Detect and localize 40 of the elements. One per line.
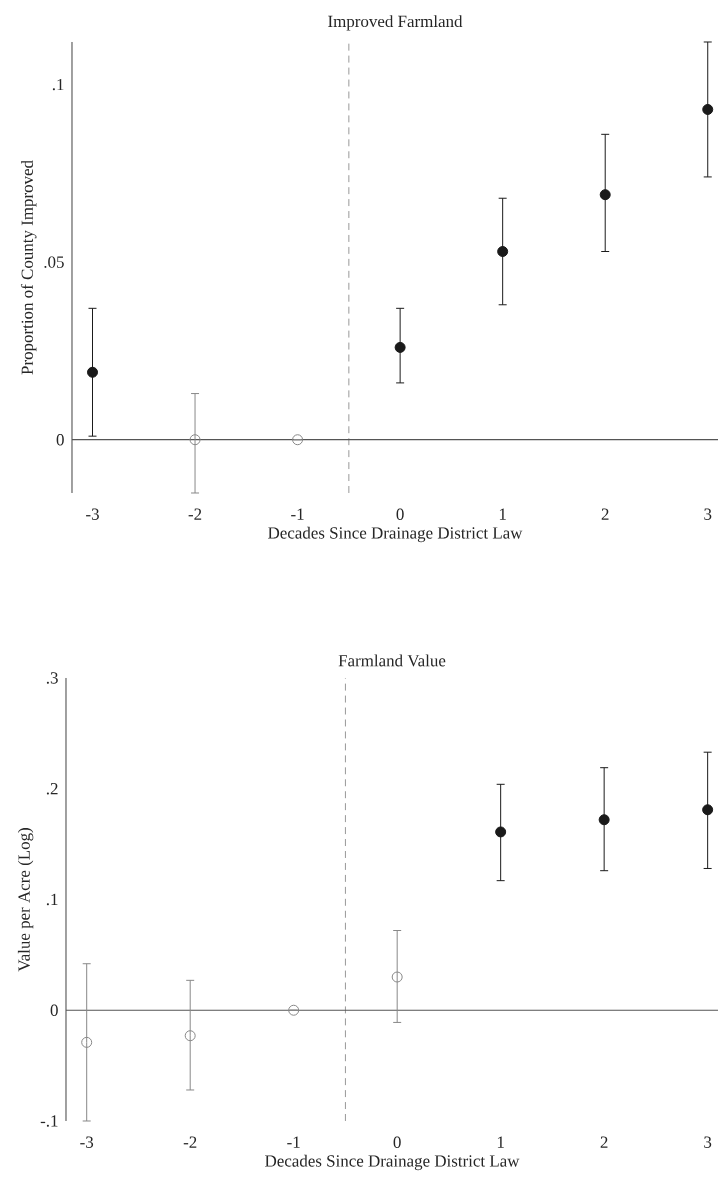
point [394, 341, 406, 353]
point [189, 434, 201, 446]
y-tick-label: .3 [46, 672, 58, 684]
x-tick-label: 3 [704, 508, 712, 520]
x-tick-label: -1 [287, 1136, 300, 1148]
x-tick-label: 3 [704, 1136, 712, 1148]
y-tick-label: .05 [44, 256, 64, 268]
x-tick-label: -3 [86, 508, 99, 520]
point [497, 246, 509, 258]
y-tick-label: .1 [46, 893, 58, 906]
x-axis-title: Decades Since Drainage District Law [268, 526, 523, 543]
y-tick-label: .1 [52, 78, 64, 91]
x-tick-label: 1 [497, 1136, 504, 1148]
x-tick-label: 2 [601, 508, 609, 520]
chart-title: Farmland Value [338, 654, 446, 667]
point [184, 1030, 196, 1042]
x-tick-label: 1 [499, 508, 506, 520]
point [391, 971, 403, 983]
y-axis-title: Proportion of County Improved [20, 160, 37, 375]
x-tick-label: 0 [396, 508, 404, 520]
x-tick-label: -1 [291, 508, 304, 520]
y-tick-label: -.1 [40, 1115, 58, 1127]
x-tick-label: 0 [393, 1136, 401, 1148]
x-tick-label: -2 [183, 1136, 197, 1148]
x-axis-title: Decades Since Drainage District Law [265, 1154, 520, 1171]
y-tick-label: .2 [46, 783, 58, 795]
y-tick-label: 0 [50, 1004, 58, 1016]
y-axis-title: Value per Acre (Log) [17, 828, 34, 972]
point [495, 826, 507, 838]
point [292, 434, 304, 446]
point [598, 814, 610, 826]
chart-title: Improved Farmland [328, 15, 463, 31]
point [87, 366, 99, 378]
x-tick-label: -2 [188, 508, 202, 520]
point [81, 1036, 93, 1048]
y-tick-label: 0 [56, 434, 64, 446]
point [599, 189, 611, 201]
x-tick-label: 2 [600, 1136, 608, 1148]
x-tick-label: -3 [80, 1136, 94, 1148]
point [288, 1004, 300, 1016]
